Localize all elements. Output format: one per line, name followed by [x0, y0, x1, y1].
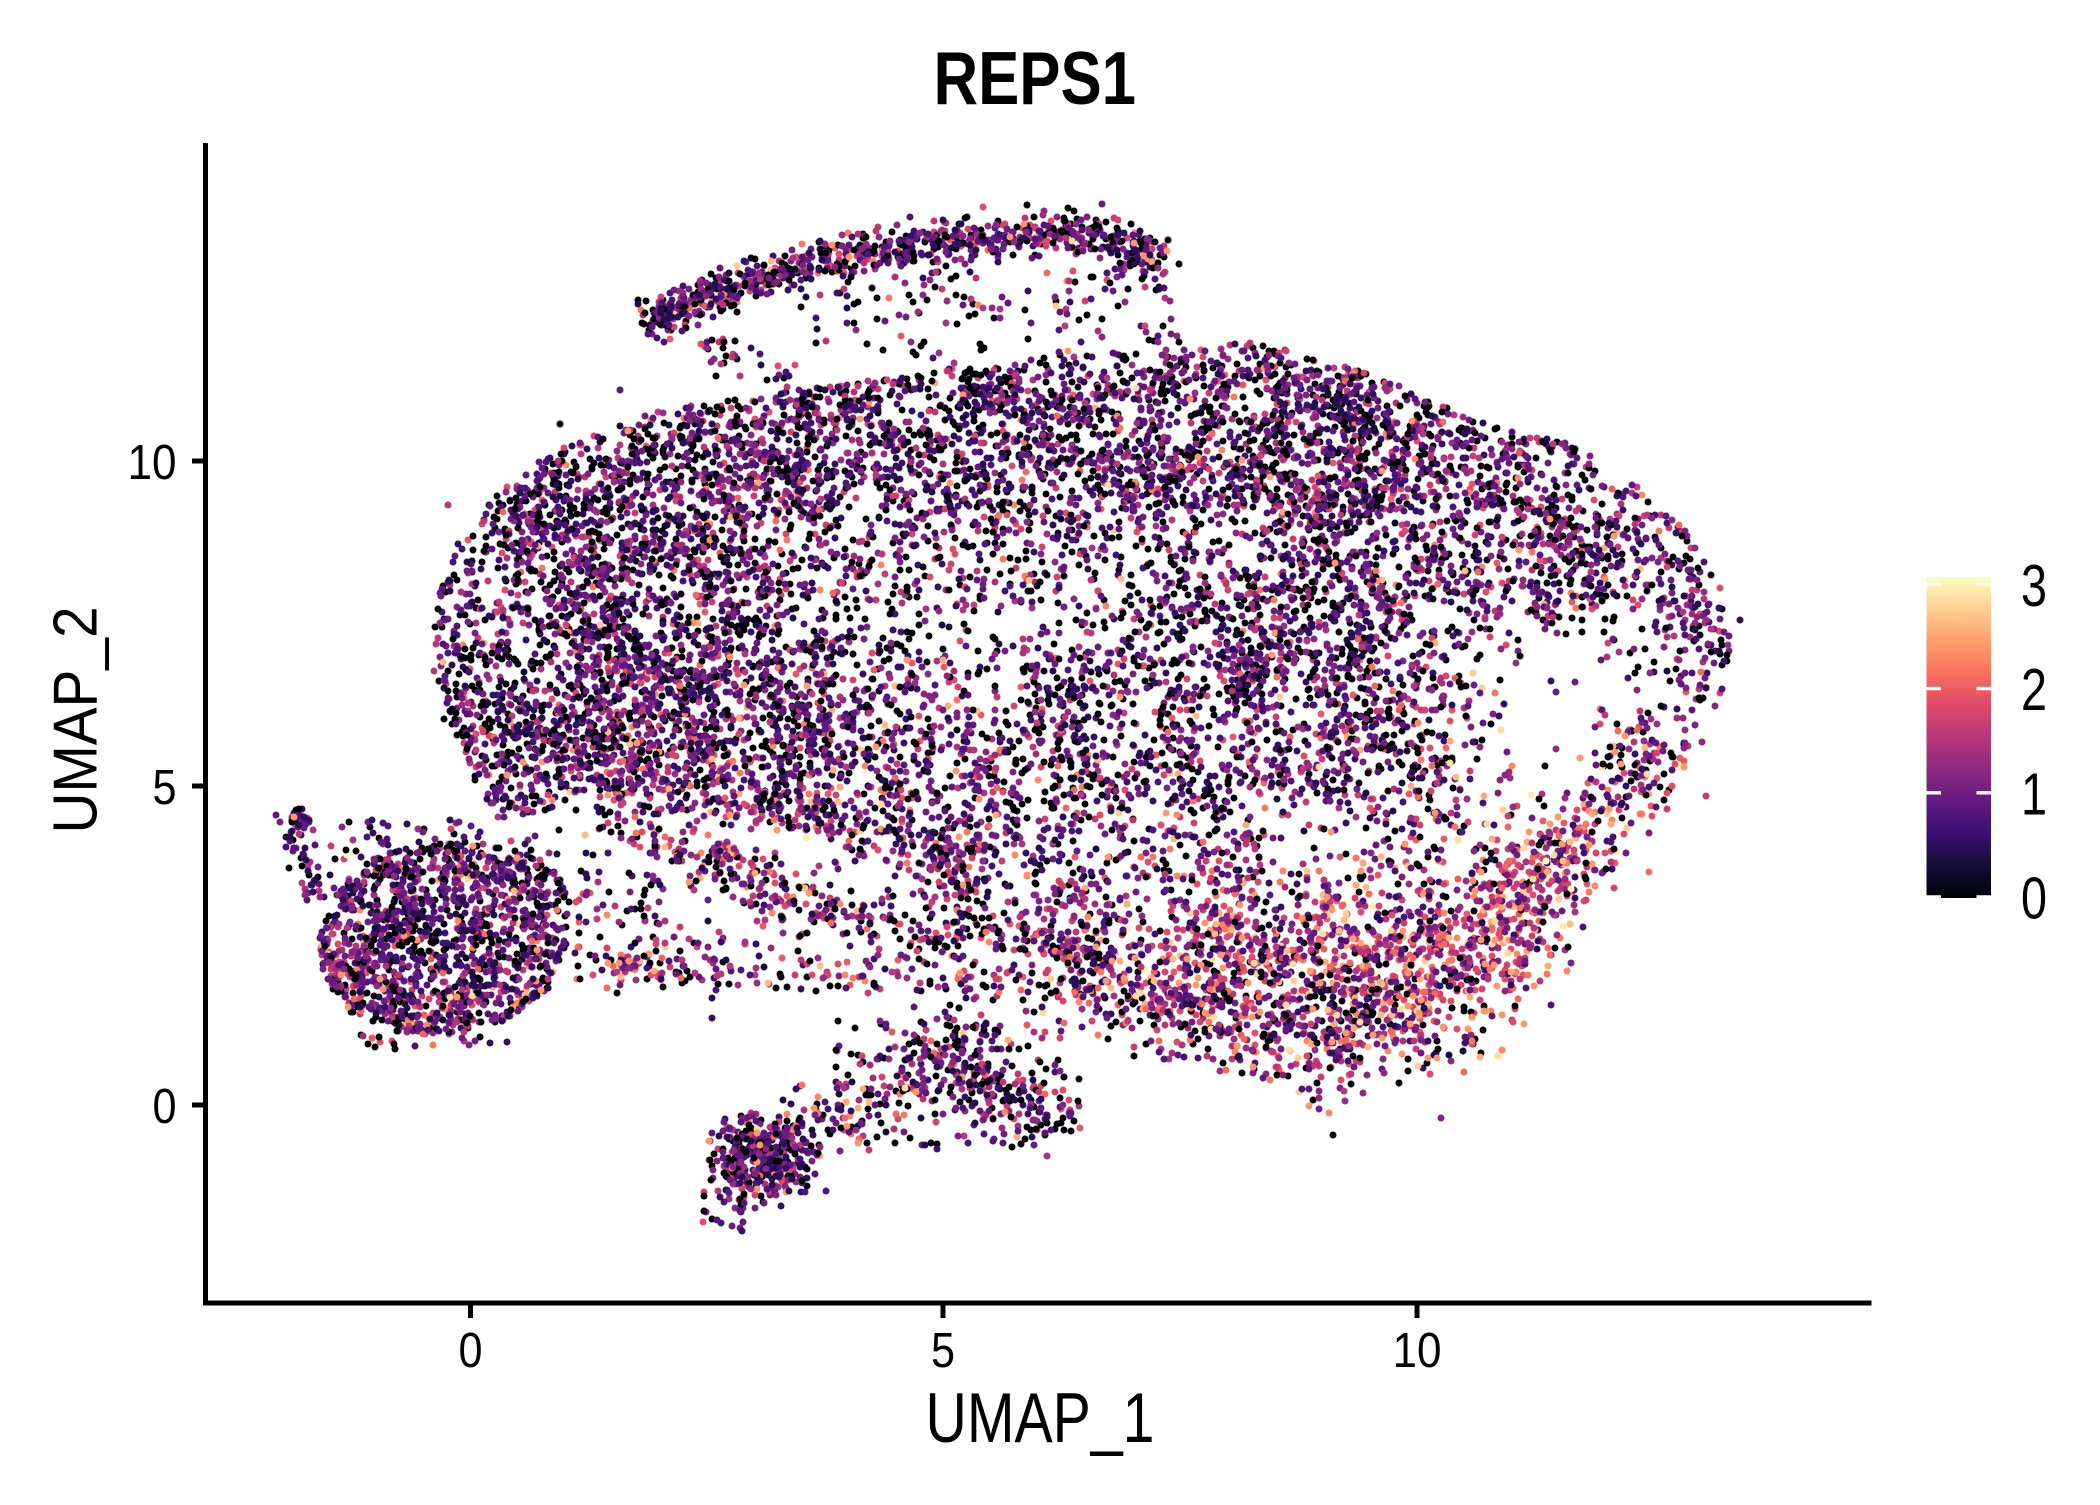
svg-text:REPS1: REPS1 [934, 36, 1137, 120]
svg-text:UMAP_2: UMAP_2 [42, 607, 111, 834]
svg-text:UMAP_1: UMAP_1 [926, 1378, 1155, 1457]
svg-text:3: 3 [2021, 553, 2047, 619]
svg-text:1: 1 [2021, 761, 2047, 827]
svg-text:0: 0 [459, 1323, 483, 1378]
svg-text:0: 0 [2021, 866, 2047, 932]
svg-text:2: 2 [2021, 657, 2047, 723]
svg-text:5: 5 [153, 760, 177, 815]
svg-text:5: 5 [931, 1323, 955, 1378]
svg-text:10: 10 [1393, 1323, 1442, 1378]
svg-text:0: 0 [153, 1079, 177, 1134]
svg-text:10: 10 [128, 435, 177, 490]
